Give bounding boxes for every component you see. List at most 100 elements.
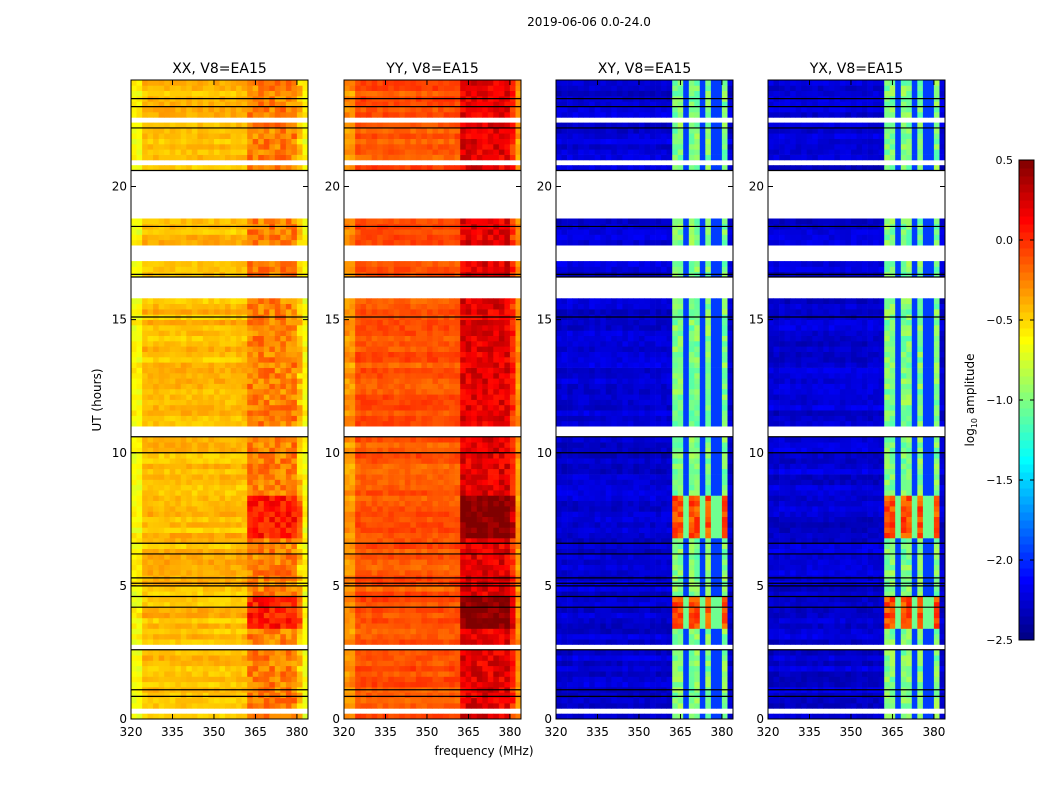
heatmap-cell: [482, 399, 489, 406]
heatmap-cell: [175, 516, 182, 523]
heatmap-cell: [230, 372, 237, 379]
heatmap-cell: [415, 655, 422, 661]
heatmap-cell: [214, 303, 220, 310]
heatmap-cell: [393, 617, 400, 624]
heatmap-cell: [443, 479, 450, 486]
heatmap-cell: [158, 458, 165, 464]
heatmap-cell: [247, 532, 254, 539]
heatmap-cell: [197, 511, 204, 517]
heatmap-cell: [498, 543, 505, 549]
heatmap-cell: [230, 143, 237, 150]
heatmap-cell: [285, 623, 292, 629]
heatmap-cell: [164, 452, 171, 459]
heatmap-cell: [153, 585, 159, 592]
heatmap-cell: [291, 623, 298, 629]
heatmap-cell: [344, 468, 350, 475]
heatmap-cell: [191, 346, 198, 352]
heatmap-cell: [482, 415, 489, 422]
heatmap-cell: [421, 474, 428, 480]
heatmap-cell: [153, 447, 159, 454]
heatmap-cell: [197, 388, 204, 395]
heatmap-cell: [252, 101, 259, 107]
heatmap-cell: [476, 404, 483, 411]
heatmap-cell: [349, 463, 356, 470]
heatmap-cell: [482, 436, 489, 443]
heatmap-cell: [399, 484, 406, 491]
heatmap-cell: [208, 218, 215, 225]
heatmap-cell: [214, 127, 220, 134]
heatmap-cell: [136, 458, 143, 464]
heatmap-cell: [349, 527, 356, 533]
heatmap-cell: [153, 548, 159, 555]
heatmap-cell: [360, 458, 367, 464]
heatmap-cell: [302, 330, 309, 336]
heatmap-cell: [291, 511, 298, 517]
heatmap-cell: [225, 660, 231, 667]
heatmap-cell: [302, 506, 309, 512]
heatmap-cell: [136, 516, 143, 523]
heatmap-cell: [274, 383, 281, 390]
heatmap-cell: [180, 106, 187, 113]
heatmap-cell: [208, 90, 215, 97]
heatmap-cell: [208, 463, 215, 470]
heatmap-cell: [476, 692, 483, 699]
heatmap-cell: [247, 298, 254, 304]
heatmap-cell: [263, 415, 270, 422]
heatmap-cell: [263, 388, 270, 395]
heatmap-cell: [371, 639, 378, 645]
heatmap-cell: [504, 532, 511, 539]
heatmap-cell: [302, 447, 309, 454]
heatmap-cell: [164, 394, 171, 400]
heatmap-cell: [291, 388, 298, 395]
heatmap-cell: [493, 463, 500, 470]
heatmap-cell: [454, 713, 461, 720]
heatmap-cell: [482, 559, 489, 565]
heatmap-cell: [136, 522, 143, 528]
heatmap-cell: [241, 229, 248, 235]
heatmap-cell: [449, 713, 455, 720]
heatmap-cell: [280, 127, 287, 134]
heatmap-cell: [180, 133, 187, 139]
heatmap-cell: [186, 697, 193, 704]
heatmap-cell: [377, 665, 384, 672]
heatmap-cell: [371, 447, 378, 454]
heatmap-cell: [236, 143, 242, 150]
heatmap-cell: [263, 703, 270, 709]
heatmap-cell: [236, 330, 242, 336]
heatmap-cell: [302, 655, 309, 661]
heatmap-cell: [280, 490, 287, 496]
heatmap-cell: [388, 676, 395, 683]
heatmap-cell: [366, 564, 372, 571]
heatmap-cell: [164, 612, 171, 619]
heatmap-cell: [443, 543, 450, 549]
heatmap-cell: [355, 713, 361, 720]
heatmap-cell: [180, 564, 187, 571]
heatmap-cell: [247, 383, 254, 390]
heatmap-cell: [219, 713, 226, 720]
heatmap-cell: [427, 410, 433, 416]
heatmap-cell: [131, 106, 137, 113]
heatmap-cell: [393, 623, 400, 629]
heatmap-cell: [175, 383, 182, 390]
heatmap-cell: [202, 149, 209, 155]
heatmap-cell: [269, 399, 276, 406]
heatmap-cell: [158, 452, 165, 459]
heatmap-cell: [153, 553, 159, 560]
heatmap-cell: [404, 415, 411, 422]
heatmap-cell: [158, 340, 165, 347]
heatmap-cell: [296, 692, 303, 699]
heatmap-cell: [219, 319, 226, 326]
heatmap-cell: [399, 564, 406, 571]
heatmap-cell: [393, 585, 400, 592]
heatmap-cell: [252, 692, 259, 699]
heatmap-cell: [460, 697, 467, 704]
heatmap-cell: [252, 229, 259, 235]
heatmap-cell: [131, 399, 137, 406]
heatmap-cell: [175, 106, 182, 113]
heatmap-cell: [147, 607, 154, 613]
heatmap-cell: [443, 697, 450, 704]
heatmap-cell: [252, 383, 259, 390]
heatmap-cell: [498, 527, 505, 533]
heatmap-cell: [225, 676, 231, 683]
heatmap-cell: [169, 665, 176, 672]
